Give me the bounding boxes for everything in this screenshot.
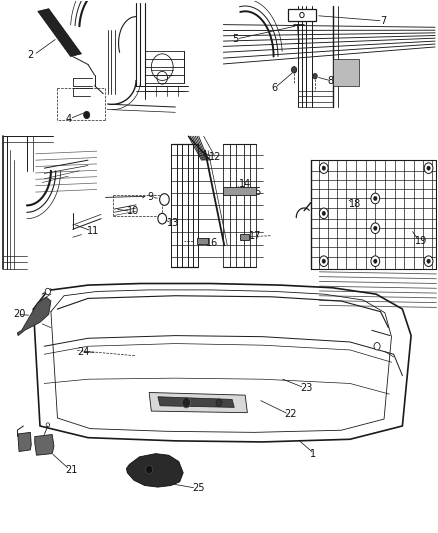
Text: 2: 2 <box>27 50 33 60</box>
Text: 18: 18 <box>349 199 361 209</box>
Circle shape <box>374 226 377 230</box>
Circle shape <box>182 397 191 408</box>
Circle shape <box>374 196 377 200</box>
Text: 11: 11 <box>87 226 99 236</box>
Text: 17: 17 <box>249 231 261 241</box>
Circle shape <box>374 259 377 263</box>
Text: 25: 25 <box>192 483 205 493</box>
Polygon shape <box>158 397 234 407</box>
Circle shape <box>319 256 328 266</box>
Text: 23: 23 <box>300 383 312 393</box>
Text: 12: 12 <box>209 152 222 162</box>
Text: 10: 10 <box>127 206 140 216</box>
Circle shape <box>322 166 325 170</box>
Circle shape <box>146 465 152 474</box>
Text: 16: 16 <box>206 238 218 247</box>
Text: 20: 20 <box>13 309 25 319</box>
Circle shape <box>322 259 325 263</box>
Polygon shape <box>17 297 51 336</box>
Circle shape <box>319 208 328 219</box>
FancyBboxPatch shape <box>288 9 316 21</box>
Text: 8: 8 <box>327 76 333 86</box>
Polygon shape <box>149 392 247 413</box>
Polygon shape <box>223 187 256 195</box>
Text: 4: 4 <box>65 114 71 124</box>
Text: 13: 13 <box>167 218 179 228</box>
Polygon shape <box>18 432 31 451</box>
Circle shape <box>84 111 90 119</box>
Circle shape <box>300 12 304 18</box>
Circle shape <box>159 193 169 205</box>
Polygon shape <box>127 454 183 487</box>
Text: 5: 5 <box>232 34 238 44</box>
Text: 19: 19 <box>415 236 427 246</box>
Circle shape <box>158 213 166 224</box>
Text: 1: 1 <box>310 449 316 458</box>
Circle shape <box>427 259 430 263</box>
Circle shape <box>45 288 50 295</box>
Circle shape <box>322 211 325 215</box>
Text: 22: 22 <box>285 409 297 419</box>
Polygon shape <box>240 233 249 240</box>
Text: 21: 21 <box>65 465 78 474</box>
Circle shape <box>216 399 222 406</box>
Circle shape <box>371 223 380 233</box>
Text: 6: 6 <box>272 83 278 93</box>
Circle shape <box>371 256 380 266</box>
Circle shape <box>291 67 297 73</box>
Polygon shape <box>197 238 208 244</box>
Circle shape <box>374 343 380 350</box>
Circle shape <box>424 163 433 173</box>
Polygon shape <box>332 59 359 86</box>
Polygon shape <box>38 9 81 56</box>
Circle shape <box>313 74 317 79</box>
Polygon shape <box>35 434 54 455</box>
Text: 9: 9 <box>147 192 153 203</box>
Text: 15: 15 <box>251 187 263 197</box>
Text: 14: 14 <box>239 179 251 189</box>
Circle shape <box>371 193 380 204</box>
Circle shape <box>427 166 430 170</box>
Text: 24: 24 <box>77 346 89 357</box>
Text: 7: 7 <box>381 16 387 26</box>
Circle shape <box>424 256 433 266</box>
Circle shape <box>319 163 328 173</box>
